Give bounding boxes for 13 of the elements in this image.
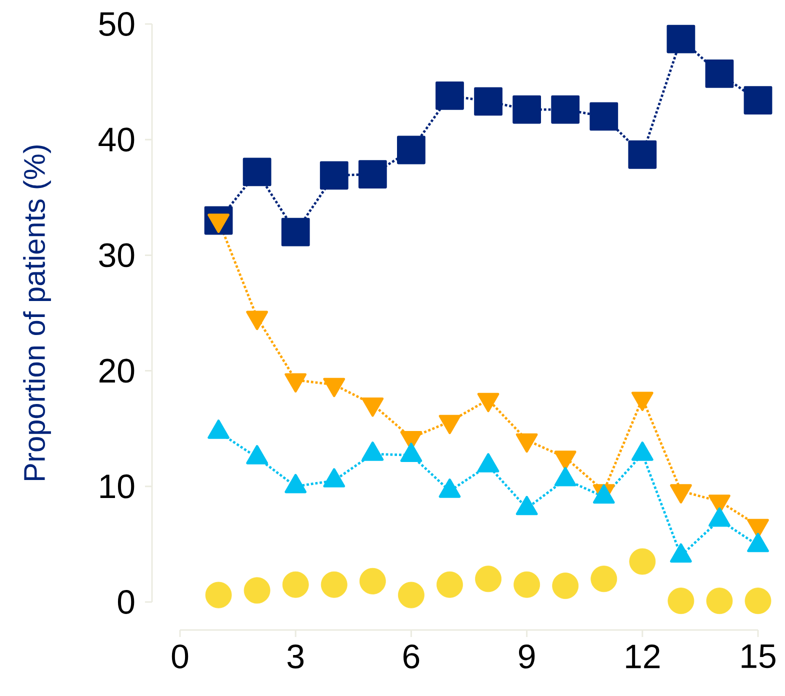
y-tick-label: 50	[99, 12, 134, 36]
x-tick-label: 0	[172, 644, 188, 668]
x-tick-label: 12	[626, 644, 660, 668]
x-tick-label: 15	[742, 644, 776, 668]
y-tick-label: 40	[98, 128, 134, 152]
y-tick-label: 0	[118, 590, 134, 614]
y-axis-title: Proportion of patients (%)	[23, 145, 51, 480]
y-tick-label: 20	[100, 358, 134, 383]
x-tick-label: 9	[518, 644, 535, 668]
y-tick-label: 10	[100, 474, 134, 498]
y-tick-label: 30	[99, 243, 134, 268]
x-tick-label: 3	[287, 644, 304, 668]
x-tick-label: 6	[404, 644, 420, 668]
